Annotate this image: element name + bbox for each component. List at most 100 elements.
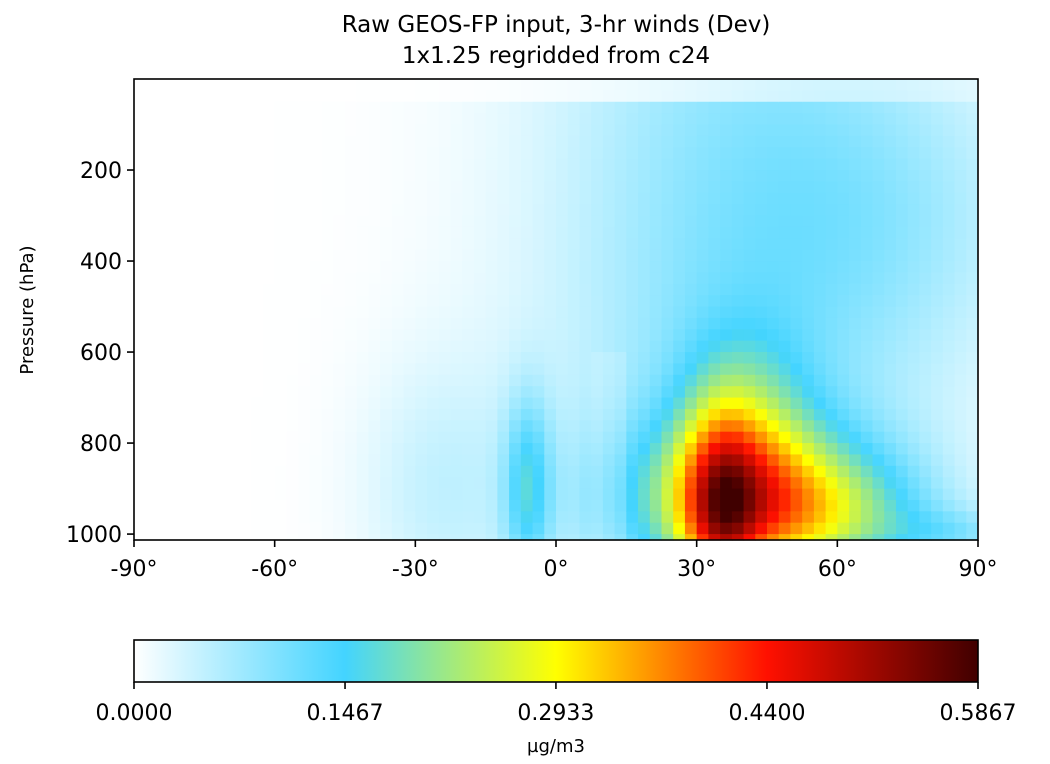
heatmap-cell	[180, 454, 194, 467]
heatmap-cell	[438, 340, 452, 353]
heatmap-cell	[731, 204, 745, 217]
heatmap-cell	[649, 477, 663, 490]
heatmap-cell	[720, 272, 733, 285]
heatmap-cell	[790, 283, 803, 296]
heatmap-cell	[169, 397, 182, 410]
heatmap-cell	[239, 317, 252, 330]
heatmap-cell	[262, 329, 276, 342]
heatmap-cell	[849, 135, 862, 148]
heatmap-cell	[438, 101, 452, 114]
heatmap-cell	[262, 215, 276, 228]
heatmap-cell	[134, 317, 147, 330]
heatmap-cell	[591, 352, 604, 365]
heatmap-cell	[767, 170, 780, 182]
heatmap-cell	[391, 465, 405, 478]
heatmap-cell	[251, 522, 264, 535]
heatmap-cell	[520, 283, 534, 296]
heatmap-cell	[239, 272, 252, 285]
heatmap-cell	[626, 534, 639, 541]
heatmap-cell	[755, 363, 768, 376]
heatmap-cell	[309, 261, 323, 274]
heatmap-cell	[954, 113, 967, 126]
heatmap-cell	[591, 283, 604, 296]
heatmap-cell	[966, 226, 979, 239]
heatmap-cell	[204, 147, 217, 160]
heatmap-cell	[837, 204, 850, 217]
heatmap-cell	[380, 317, 393, 330]
heatmap-cell	[180, 238, 194, 251]
heatmap-cell	[673, 306, 686, 319]
heatmap-cell	[309, 431, 323, 444]
heatmap-cell	[591, 261, 604, 274]
heatmap-cell	[274, 499, 287, 512]
heatmap-cell	[262, 386, 276, 399]
heatmap-cell	[403, 386, 416, 399]
x-axis: -90° -60° -30° 0° 30° 60° 90°	[111, 540, 998, 582]
heatmap-cell	[227, 488, 241, 501]
heatmap-cell	[825, 238, 838, 251]
heatmap-cell	[767, 329, 780, 342]
heatmap-cell	[333, 79, 346, 91]
heatmap-cell	[860, 147, 874, 160]
heatmap-cell	[708, 215, 721, 228]
heatmap-cell	[204, 352, 217, 365]
heatmap-cell	[157, 113, 170, 126]
heatmap-cell	[262, 124, 276, 137]
heatmap-cell	[427, 147, 440, 160]
heatmap-cell	[509, 386, 522, 399]
heatmap-cell	[720, 363, 733, 376]
heatmap-cell	[180, 158, 194, 171]
heatmap-cell	[345, 158, 358, 171]
heatmap-cell	[415, 192, 428, 205]
heatmap-cell	[755, 249, 768, 262]
heatmap-cell	[731, 397, 745, 410]
heatmap-cell	[813, 192, 827, 205]
heatmap-cell	[380, 147, 393, 160]
heatmap-cell	[403, 158, 416, 171]
heatmap-cell	[778, 363, 792, 376]
heatmap-cell	[180, 306, 194, 319]
heatmap-cell	[849, 534, 862, 541]
heatmap-cell	[802, 79, 815, 91]
heatmap-cell	[837, 465, 850, 478]
heatmap-cell	[567, 90, 581, 103]
heatmap-cell	[931, 386, 944, 399]
heatmap-cell	[286, 261, 299, 274]
heatmap-cell	[954, 249, 967, 262]
heatmap-cell	[720, 101, 733, 114]
heatmap-cell	[767, 204, 780, 217]
heatmap-cell	[509, 534, 522, 541]
heatmap-cell	[380, 272, 393, 285]
heatmap-cell	[262, 249, 276, 262]
heatmap-cell	[684, 340, 698, 353]
heatmap-cell	[462, 204, 475, 217]
heatmap-cell	[192, 158, 205, 171]
heatmap-cell	[743, 192, 756, 205]
heatmap-cell	[239, 147, 252, 160]
heatmap-cell	[509, 306, 522, 319]
heatmap-cell	[239, 431, 252, 444]
heatmap-cell	[895, 443, 909, 456]
heatmap-cell	[145, 204, 159, 217]
heatmap-cell	[708, 135, 721, 148]
heatmap-cell	[473, 158, 487, 171]
heatmap-cell	[251, 295, 264, 308]
heatmap-cell	[216, 249, 229, 262]
heatmap-cell	[825, 374, 838, 387]
heatmap-cell	[532, 488, 545, 501]
heatmap-cell	[755, 147, 768, 160]
heatmap-cell	[591, 306, 604, 319]
heatmap-cell	[743, 124, 756, 137]
heatmap-cell	[274, 522, 287, 535]
heatmap-cell	[532, 295, 545, 308]
heatmap-cell	[813, 249, 827, 262]
heatmap-cell	[614, 181, 627, 194]
heatmap-cell	[556, 204, 569, 217]
heatmap-cell	[532, 317, 545, 330]
heatmap-cell	[895, 90, 909, 103]
heatmap-cell	[134, 79, 147, 91]
heatmap-cell	[169, 477, 182, 490]
heatmap-cell	[966, 272, 979, 285]
heatmap-cell	[895, 261, 909, 274]
heatmap-cell	[966, 420, 979, 433]
